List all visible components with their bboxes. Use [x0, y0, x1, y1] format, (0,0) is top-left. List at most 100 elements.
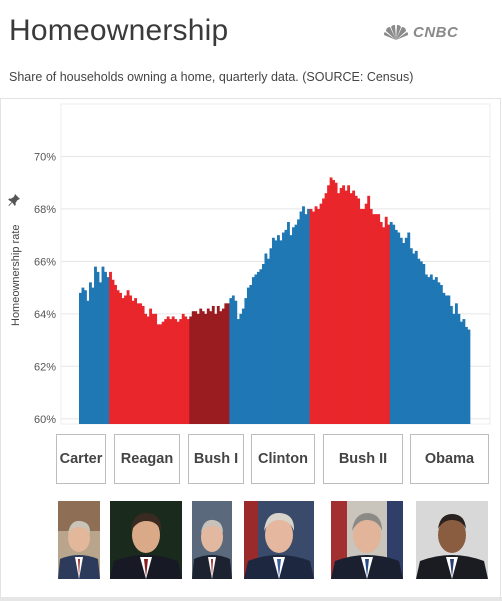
bar-obama[interactable] [412, 253, 416, 424]
bar-carter[interactable] [94, 266, 97, 424]
bar-clinton[interactable] [234, 300, 238, 424]
bar-bush-ii[interactable] [344, 190, 348, 424]
bar-bush-ii[interactable] [372, 214, 376, 424]
bar-bush-ii[interactable] [317, 208, 320, 424]
bar-reagan[interactable] [134, 298, 137, 424]
bar-reagan[interactable] [171, 316, 175, 424]
reagan-button[interactable]: Reagan [114, 434, 180, 484]
bar-bush-i[interactable] [209, 311, 213, 424]
bar-obama[interactable] [424, 274, 428, 424]
bush-i-button[interactable]: Bush I [188, 434, 244, 484]
bar-reagan[interactable] [179, 319, 183, 424]
bar-reagan[interactable] [149, 308, 153, 424]
bar-reagan[interactable] [109, 271, 112, 424]
bar-reagan[interactable] [151, 313, 155, 424]
bar-reagan[interactable] [181, 313, 185, 424]
bar-obama[interactable] [449, 305, 453, 424]
bar-reagan[interactable] [116, 290, 120, 424]
bar-obama[interactable] [467, 329, 471, 424]
bar-clinton[interactable] [274, 240, 278, 424]
bar-reagan[interactable] [126, 290, 130, 424]
bar-clinton[interactable] [241, 308, 245, 424]
bar-obama[interactable] [447, 295, 451, 424]
bar-clinton[interactable] [307, 208, 310, 424]
bar-obama[interactable] [402, 243, 406, 424]
bar-bush-ii[interactable] [337, 193, 341, 424]
bar-bush-i[interactable] [191, 311, 195, 424]
bar-carter[interactable] [101, 266, 105, 424]
bar-obama[interactable] [404, 237, 408, 424]
bar-clinton[interactable] [256, 271, 260, 424]
bar-clinton[interactable] [244, 298, 248, 424]
bar-reagan[interactable] [161, 321, 165, 424]
bar-reagan[interactable] [186, 319, 190, 424]
clinton-button[interactable]: Clinton [251, 434, 315, 484]
bar-clinton[interactable] [236, 319, 240, 424]
bar-obama[interactable] [407, 232, 411, 424]
bar-reagan[interactable] [129, 295, 132, 424]
bar-carter[interactable] [81, 287, 85, 424]
bar-bush-ii[interactable] [362, 208, 366, 424]
bar-obama[interactable] [422, 264, 426, 424]
bush-ii-button[interactable]: Bush II [323, 434, 403, 484]
bar-clinton[interactable] [277, 235, 280, 424]
bar-obama[interactable] [399, 237, 403, 424]
bar-bush-ii[interactable] [324, 193, 328, 424]
bar-reagan[interactable] [124, 295, 127, 424]
bar-carter[interactable] [106, 277, 110, 424]
bar-reagan[interactable] [121, 298, 125, 424]
bar-carter[interactable] [91, 287, 95, 424]
bar-reagan[interactable] [154, 313, 158, 424]
bar-carter[interactable] [96, 271, 100, 424]
bar-reagan[interactable] [114, 284, 117, 424]
bar-obama[interactable] [434, 277, 438, 424]
bar-clinton[interactable] [292, 227, 295, 424]
bar-carter[interactable] [84, 290, 87, 424]
bar-reagan[interactable] [184, 316, 188, 424]
bar-clinton[interactable] [266, 258, 270, 424]
bar-bush-ii[interactable] [357, 198, 361, 424]
bar-carter[interactable] [99, 282, 102, 424]
bar-bush-i[interactable] [226, 303, 230, 424]
bar-bush-ii[interactable] [382, 227, 386, 424]
bar-bush-ii[interactable] [314, 206, 318, 424]
bar-reagan[interactable] [119, 292, 122, 424]
bar-bush-i[interactable] [219, 311, 223, 424]
bar-reagan[interactable] [174, 319, 178, 424]
bar-bush-i[interactable] [216, 305, 220, 424]
bar-bush-ii[interactable] [384, 216, 388, 424]
bar-obama[interactable] [432, 279, 436, 424]
bar-bush-ii[interactable] [387, 224, 391, 424]
bar-bush-ii[interactable] [377, 214, 381, 424]
bar-obama[interactable] [389, 222, 393, 424]
bar-obama[interactable] [427, 277, 431, 424]
bar-bush-ii[interactable] [342, 185, 346, 424]
bar-reagan[interactable] [144, 313, 148, 424]
bar-clinton[interactable] [249, 284, 253, 424]
bar-reagan[interactable] [139, 303, 143, 424]
bar-clinton[interactable] [269, 248, 273, 424]
bar-clinton[interactable] [254, 274, 258, 424]
bar-obama[interactable] [397, 232, 401, 424]
bar-bush-ii[interactable] [334, 182, 338, 424]
bar-bush-ii[interactable] [352, 190, 356, 424]
bar-clinton[interactable] [246, 287, 250, 424]
bar-clinton[interactable] [282, 232, 285, 424]
bar-clinton[interactable] [229, 298, 233, 424]
bar-reagan[interactable] [156, 324, 160, 424]
bar-clinton[interactable] [239, 313, 243, 424]
pin-icon[interactable] [8, 194, 20, 208]
bar-bush-ii[interactable] [322, 198, 325, 424]
bar-reagan[interactable] [164, 319, 168, 424]
bar-obama[interactable] [452, 313, 456, 424]
clinton-portrait[interactable] [244, 501, 314, 579]
bar-clinton[interactable] [264, 253, 268, 424]
bush-i-portrait[interactable] [192, 501, 232, 579]
bar-bush-ii[interactable] [312, 211, 315, 424]
carter-button[interactable]: Carter [56, 434, 106, 484]
bar-bush-ii[interactable] [374, 214, 378, 424]
bar-bush-ii[interactable] [354, 195, 358, 424]
bar-bush-ii[interactable] [327, 185, 330, 424]
bar-obama[interactable] [409, 248, 413, 424]
bar-clinton[interactable] [294, 224, 298, 424]
